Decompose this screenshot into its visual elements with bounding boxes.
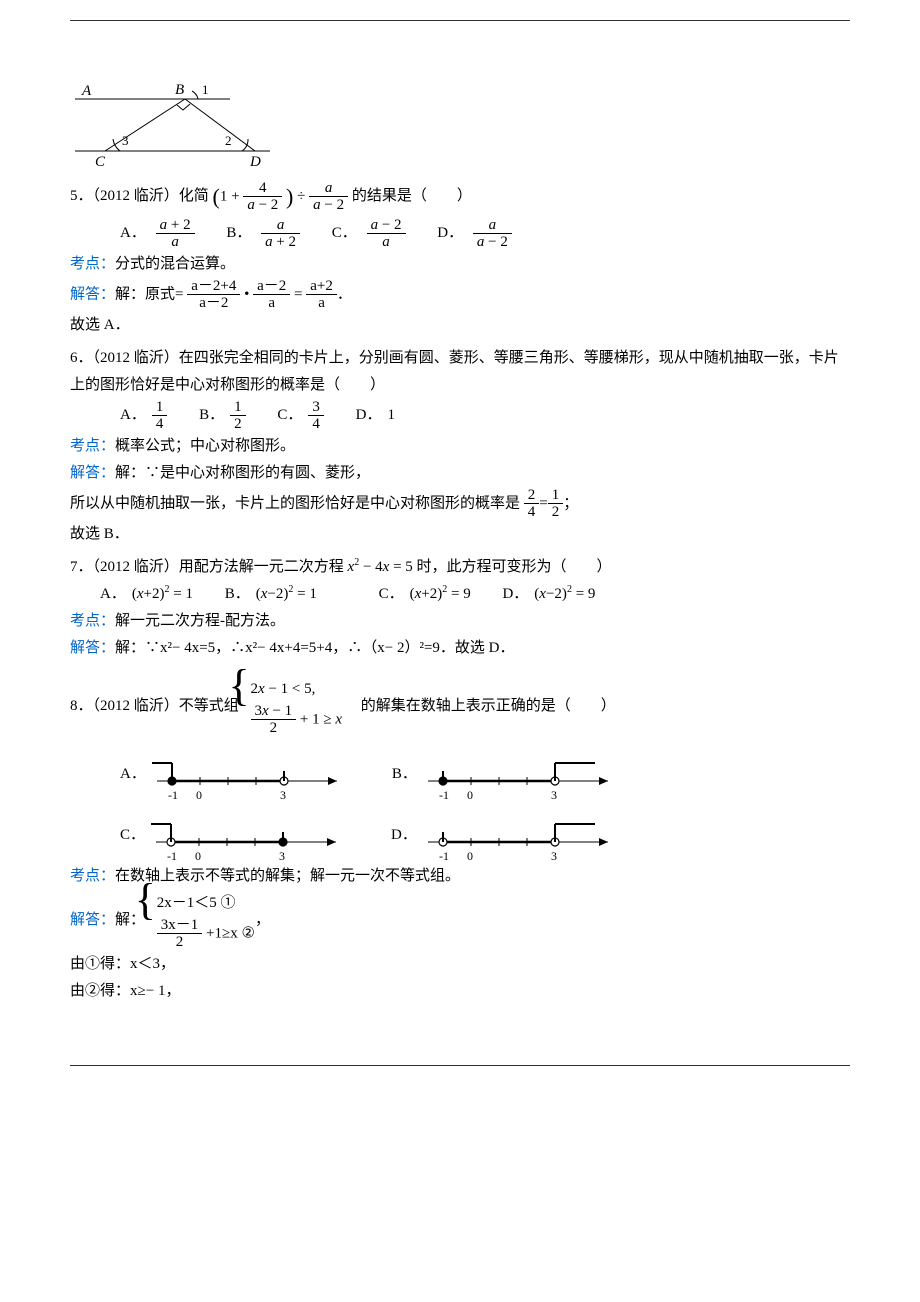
- q5-jd-prefix: 解：原式=: [115, 286, 183, 302]
- label-B: B: [175, 82, 184, 98]
- q8: 8．（2012 临沂）不等式组 { 2x − 1 < 5, 3x − 12 + …: [70, 676, 850, 737]
- svg-text:3: 3: [551, 788, 557, 802]
- label-ang3: 3: [122, 133, 129, 148]
- svg-text:0: 0: [196, 788, 202, 802]
- opt-D-label: D．: [437, 225, 463, 241]
- jieda-label: 解答：: [70, 286, 115, 302]
- q6-line3: 所以从中随机抽取一张，卡片上的图形恰好是中心对称图形的概率是 24=12；: [70, 487, 850, 521]
- q6-jieda: 解答：解：∵是中心对称图形的有圆、菱形，: [70, 460, 850, 487]
- q7-jieda: 解答：解：∵x²− 4x=5，∴x²− 4x+4=5+4，∴（x− 2）²=9．…: [70, 635, 850, 662]
- q8-solve-system: { 2x－1＜5 ① 3x－12 +1≥x ②: [149, 890, 255, 951]
- q5-prefix: 5．（2012 临沂）化简: [70, 188, 209, 204]
- opt-C-label: C．: [332, 225, 357, 241]
- q8-l1: 由①得：x＜3，: [70, 951, 850, 978]
- q5-div-den-r: 2: [337, 197, 345, 213]
- svg-text:0: 0: [467, 849, 473, 863]
- q6-concl: 故选 B．: [70, 521, 850, 548]
- q8-options: A．-103 B．-103 C．-103 D．-103: [70, 747, 850, 863]
- page-body: A B 1 2 3 C D 5．（2012 临沂）化简 (1 + 4 a − 2…: [0, 41, 920, 1045]
- svg-text:3: 3: [280, 788, 286, 802]
- q5-jieda: 解答：解：原式= a－2+4a－2 • a－2a = a+2a．: [70, 278, 850, 312]
- svg-text:-1: -1: [439, 788, 449, 802]
- label-D: D: [249, 154, 261, 170]
- q5-formula: (: [213, 184, 220, 209]
- q4-figure: A B 1 2 3 C D: [70, 81, 850, 171]
- q5-after: 的结果是（ ）: [352, 188, 472, 204]
- q8-l2: 由②得：x≥− 1，: [70, 978, 850, 1005]
- q5-kaodian: 考点：分式的混合运算。: [70, 251, 850, 278]
- q6-text: 6．（2012 临沂）在四张完全相同的卡片上，分别画有圆、菱形、等腰三角形、等腰…: [70, 345, 850, 399]
- q5-kd-text: 分式的混合运算。: [115, 256, 235, 272]
- q5-div-den-l: a: [313, 197, 321, 213]
- q8-jieda: 解答：解： { 2x－1＜5 ① 3x－12 +1≥x ② ，: [70, 890, 850, 951]
- q5: 5．（2012 临沂）化简 (1 + 4 a − 2 ) ÷ a a − 2 的…: [70, 177, 850, 217]
- svg-text:3: 3: [279, 849, 285, 863]
- label-A: A: [81, 83, 92, 99]
- page-rule-bottom: [70, 1065, 850, 1066]
- opt-B-label: B．: [226, 225, 251, 241]
- label-ang2: 2: [225, 133, 232, 148]
- q5-div-num: a: [325, 180, 333, 196]
- q5-options: A． a + 2 a B． a a + 2 C． a − 2 a D． a a …: [120, 217, 850, 251]
- q5-concl: 故选 A．: [70, 312, 850, 339]
- label-ang1: 1: [202, 82, 209, 97]
- q7: 7．（2012 临沂）用配方法解一元二次方程 x2 − 4x = 5 时，此方程…: [70, 554, 850, 581]
- q5-lp-num: 4: [259, 180, 267, 196]
- q8-system: { 2x − 1 < 5, 3x − 12 + 1 ≥ x: [243, 676, 343, 737]
- q5-lp-den-r: 2: [271, 197, 279, 213]
- svg-text:0: 0: [467, 788, 473, 802]
- svg-text:-1: -1: [439, 849, 449, 863]
- q6-kaodian: 考点：概率公式；中心对称图形。: [70, 433, 850, 460]
- page-rule-top: [70, 20, 850, 21]
- q6-options: A．14 B．12 C．34 D．1: [120, 399, 850, 433]
- label-C: C: [95, 154, 106, 170]
- opt-A-label: A．: [120, 225, 146, 241]
- svg-text:-1: -1: [168, 788, 178, 802]
- q7-options: A．(x+2)2 = 1 B．(x−2)2 = 1 C．(x+2)2 = 9 D…: [100, 581, 850, 608]
- svg-text:3: 3: [551, 849, 557, 863]
- q7-kaodian: 考点：解一元二次方程-配方法。: [70, 608, 850, 635]
- q8-kaodian: 考点：在数轴上表示不等式的解集；解一元一次不等式组。: [70, 863, 850, 890]
- svg-text:-1: -1: [167, 849, 177, 863]
- svg-text:0: 0: [195, 849, 201, 863]
- kaodian-label: 考点：: [70, 256, 115, 272]
- q5-lp-den-l: a: [247, 197, 255, 213]
